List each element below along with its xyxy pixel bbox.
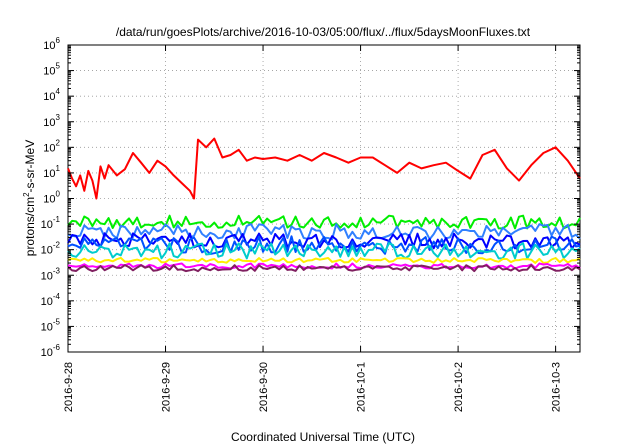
y-tick-base: 10 (43, 91, 55, 103)
y-tick-label: 10-2 (41, 241, 61, 257)
x-tick-label: 2016-10-2 (453, 362, 465, 412)
y-tick-exponent: 0 (56, 190, 61, 199)
series-line (67, 264, 581, 273)
series-line (67, 137, 581, 200)
y-tick-exponent: 1 (56, 164, 61, 173)
x-tick-label: 2016-10-1 (356, 362, 368, 412)
x-tick-label: 2016-9-28 (63, 362, 75, 412)
y-tick-exponent: -2 (53, 241, 61, 250)
y-axis-title-superscript: 2 (22, 192, 31, 197)
series-line (67, 214, 581, 230)
y-tick-base: 10 (43, 142, 55, 154)
y-tick-exponent: 2 (56, 138, 61, 147)
y-tick-base: 10 (41, 270, 53, 282)
x-tick-label: 2016-10-3 (551, 362, 563, 412)
y-tick-exponent: -3 (53, 266, 61, 275)
series-line (67, 232, 581, 250)
y-axis: 10-610-510-410-310-210-11001011021031041… (41, 36, 580, 359)
y-tick-base: 10 (43, 168, 55, 180)
y-tick-base: 10 (43, 117, 55, 129)
x-tick-label: 2016-9-30 (258, 362, 270, 412)
y-tick-base: 10 (41, 347, 53, 359)
chart-title: /data/run/goesPlots/archive/2016-10-03/0… (116, 25, 531, 39)
y-axis-title: protons/cm2-s-sr-MeV (22, 140, 37, 256)
y-tick-exponent: -1 (53, 215, 61, 224)
y-tick-label: 104 (43, 87, 60, 103)
y-tick-label: 105 (43, 62, 60, 78)
y-tick-base: 10 (43, 194, 55, 206)
series-group (67, 137, 581, 273)
y-tick-base: 10 (41, 245, 53, 257)
y-tick-label: 10-1 (41, 215, 61, 231)
y-tick-exponent: 4 (56, 87, 61, 96)
y-tick-exponent: -5 (53, 317, 61, 326)
y-tick-label: 10-5 (41, 317, 61, 333)
y-tick-label: 103 (43, 113, 60, 129)
y-tick-label: 10-3 (41, 266, 61, 282)
y-tick-exponent: -6 (53, 343, 61, 352)
y-tick-base: 10 (41, 296, 53, 308)
y-tick-label: 102 (43, 138, 60, 154)
x-tick-label: 2016-9-29 (161, 362, 173, 412)
y-axis-title-main: protons/cm (23, 197, 37, 256)
y-tick-label: 101 (43, 164, 60, 180)
y-tick-label: 106 (43, 36, 60, 52)
y-tick-label: 10-6 (41, 343, 61, 359)
y-tick-base: 10 (41, 219, 53, 231)
y-tick-exponent: -4 (53, 292, 61, 301)
y-tick-base: 10 (41, 321, 53, 333)
y-tick-exponent: 6 (56, 36, 61, 45)
y-tick-exponent: 3 (56, 113, 61, 122)
y-tick-exponent: 5 (56, 62, 61, 71)
y-axis-title-unit: -s-sr-MeV (23, 140, 37, 193)
x-axis-title: Coordinated Universal Time (UTC) (231, 430, 415, 444)
series-line (67, 235, 581, 255)
x-axis: 2016-9-28 2016-9-29 2016-9-30 2016-10-1 2016… (63, 45, 563, 412)
y-tick-label: 100 (43, 190, 60, 206)
grid (68, 45, 580, 352)
series-line (67, 256, 581, 264)
y-tick-label: 10-4 (41, 292, 61, 308)
y-tick-base: 10 (43, 66, 55, 78)
series-line (67, 242, 581, 260)
y-tick-base: 10 (43, 40, 55, 52)
